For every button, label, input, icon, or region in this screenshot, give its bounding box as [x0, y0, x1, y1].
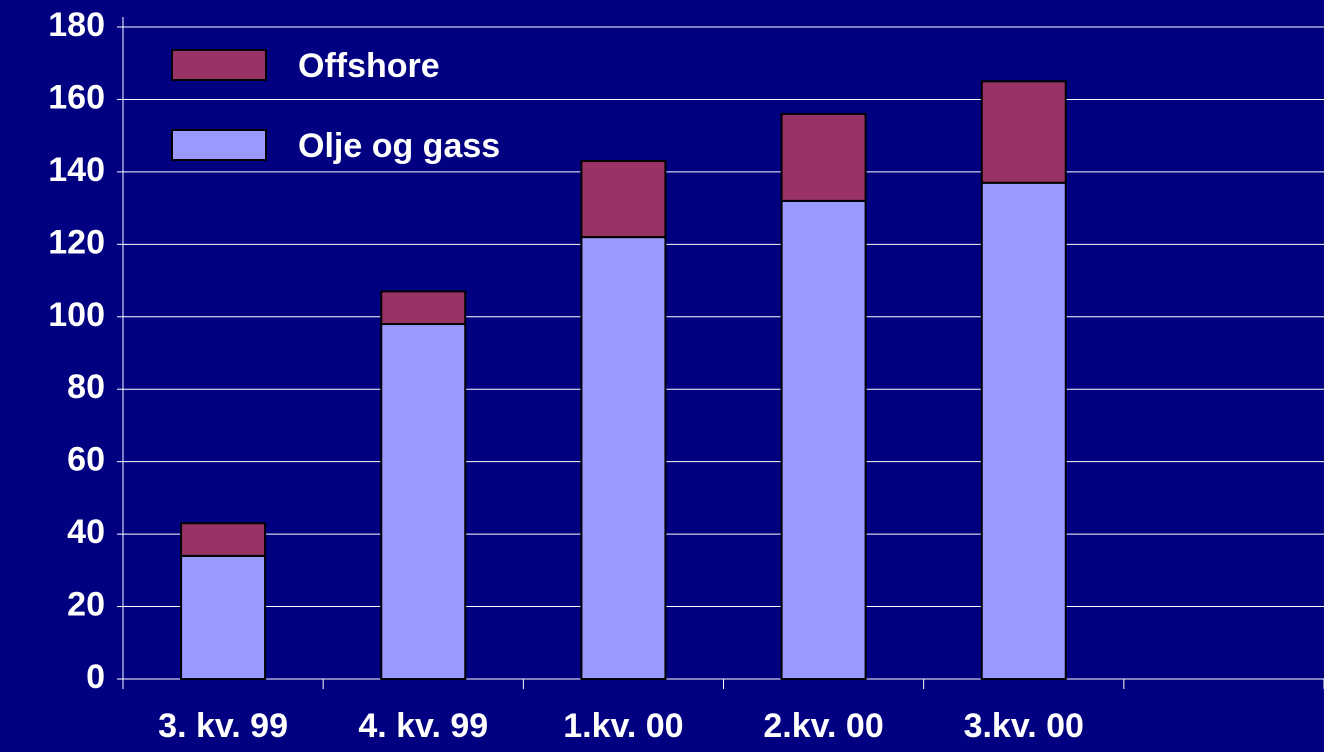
bar-segment [380, 323, 467, 680]
legend-swatch [171, 49, 267, 81]
y-tick-label: 140 [48, 151, 105, 189]
legend-label: Olje og gass [298, 127, 500, 165]
x-tick-label: 3. kv. 99 [158, 707, 288, 745]
y-tick-label: 120 [48, 223, 105, 261]
bar-segment [580, 236, 667, 680]
legend-swatch [171, 129, 267, 161]
y-tick-label: 180 [48, 6, 105, 44]
bar-segment [980, 80, 1067, 184]
y-tick-label: 160 [48, 78, 105, 116]
x-tick-label: 4. kv. 99 [358, 707, 488, 745]
legend-label: Offshore [298, 47, 440, 85]
bar-segment [780, 112, 867, 202]
bar-segment [580, 160, 667, 239]
bar-segment [180, 554, 267, 680]
y-tick-label: 40 [67, 513, 105, 551]
bar-segment [180, 522, 267, 557]
x-tick-label: 3.kv. 00 [964, 707, 1084, 745]
x-tick-label: 1.kv. 00 [563, 707, 683, 745]
bar-segment [780, 199, 867, 680]
x-tick-label: 2.kv. 00 [763, 707, 883, 745]
y-tick-label: 0 [86, 658, 105, 696]
y-tick-label: 100 [48, 296, 105, 334]
bar-segment [380, 290, 467, 326]
y-tick-label: 60 [67, 441, 105, 479]
y-tick-label: 80 [67, 368, 105, 406]
y-tick-label: 20 [67, 586, 105, 624]
bar-segment [980, 181, 1067, 680]
